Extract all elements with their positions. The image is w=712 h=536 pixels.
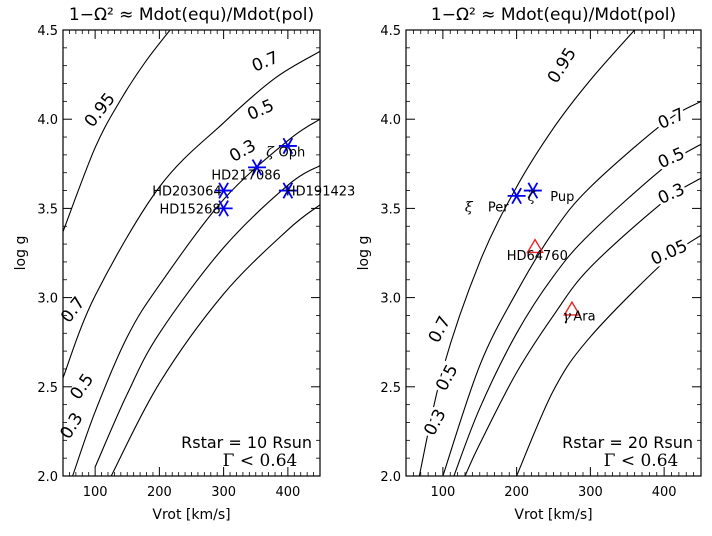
- x-axis-label: Vrot [km/s]: [152, 507, 230, 523]
- x-tick-label: 300: [578, 485, 603, 500]
- contour-curve-0.5: [453, 143, 701, 476]
- asterisk-stroke: [282, 137, 294, 155]
- point-label: Per: [488, 201, 509, 216]
- contour-curve-0.05: [516, 234, 701, 476]
- data-point-γ Ara: [563, 300, 581, 316]
- y-tick-label: 4.0: [37, 113, 58, 128]
- x-tick-label: 100: [430, 485, 455, 500]
- contour-curve-0.05: [110, 204, 320, 476]
- x-tick-label: 200: [147, 485, 172, 500]
- point-label: ζ: [528, 189, 537, 205]
- point-label: HD64760: [507, 249, 568, 264]
- data-point-HD203064: [214, 182, 233, 199]
- x-tick-label: 300: [211, 485, 236, 500]
- asterisk-stroke: [282, 182, 294, 199]
- data-point-HD15268: [214, 200, 233, 217]
- data-point-ζ Oph: [278, 137, 297, 155]
- point-label: Oph: [279, 145, 306, 160]
- y-tick-label: 3.5: [37, 202, 58, 217]
- chart-title: 1−Ω² ≈ Mdot(equ)/Mdot(pol): [69, 5, 314, 25]
- contour-curve-0.95: [63, 30, 171, 232]
- contour-curve-0.3: [94, 165, 320, 468]
- y-axis-label: log g: [13, 236, 29, 271]
- x-tick-label: 200: [504, 485, 529, 500]
- point-label: HD203064: [152, 185, 221, 200]
- y-tick-label: 2.0: [37, 470, 58, 485]
- y-tick-label: 4.0: [380, 113, 401, 128]
- annotation-gamma: Γ < 0.64: [223, 451, 298, 471]
- asterisk-stroke: [218, 182, 229, 199]
- x-tick-label: 400: [652, 485, 677, 500]
- data-point-HD64760: [526, 238, 544, 254]
- point-label: Pup: [550, 190, 574, 205]
- y-tick-label: 3.0: [37, 292, 58, 307]
- data-point-HD217086: [248, 159, 267, 176]
- y-tick-label: 4.5: [37, 24, 58, 39]
- contour-curve-0.3: [464, 177, 701, 476]
- asterisk-stroke: [527, 182, 539, 199]
- point-label: ζ: [266, 144, 275, 160]
- annotation-gamma: Γ < 0.64: [604, 451, 679, 471]
- contour-curves: [418, 30, 701, 476]
- contour-curve-0.95: [418, 30, 636, 476]
- asterisk-stroke: [251, 159, 263, 176]
- x-tick-label: 400: [275, 485, 300, 500]
- y-tick-label: 2.5: [37, 381, 58, 396]
- point-label: ξ: [465, 200, 474, 216]
- data-point-HD191423: [278, 182, 297, 199]
- point-label: Ara: [573, 309, 595, 324]
- asterisk-stroke: [218, 200, 229, 217]
- contour-curve-0.7: [63, 50, 320, 379]
- y-tick-label: 4.5: [380, 24, 401, 39]
- y-axis-label: log g: [356, 236, 372, 271]
- point-label: HD217086: [211, 169, 280, 184]
- y-tick-label: 2.0: [380, 470, 401, 485]
- annotation-rstar: Rstar = 10 Rsun: [181, 433, 312, 452]
- y-tick-label: 3.5: [380, 202, 401, 217]
- annotation-rstar: Rstar = 20 Rsun: [562, 433, 693, 452]
- point-label: HD15268: [159, 202, 220, 217]
- point-label: HD191423: [286, 185, 355, 200]
- data-point-ζ Pup: [523, 182, 542, 199]
- point-label: γ: [563, 308, 572, 324]
- x-axis-label: Vrot [km/s]: [514, 507, 592, 523]
- asterisk-stroke: [511, 187, 522, 205]
- y-tick-label: 2.5: [380, 381, 401, 396]
- y-tick-label: 3.0: [380, 292, 401, 307]
- x-tick-label: 100: [83, 485, 108, 500]
- chart-title: 1−Ω² ≈ Mdot(equ)/Mdot(pol): [431, 5, 676, 25]
- data-point-ξ Per: [507, 187, 526, 205]
- contour-curve-0.7: [442, 100, 701, 476]
